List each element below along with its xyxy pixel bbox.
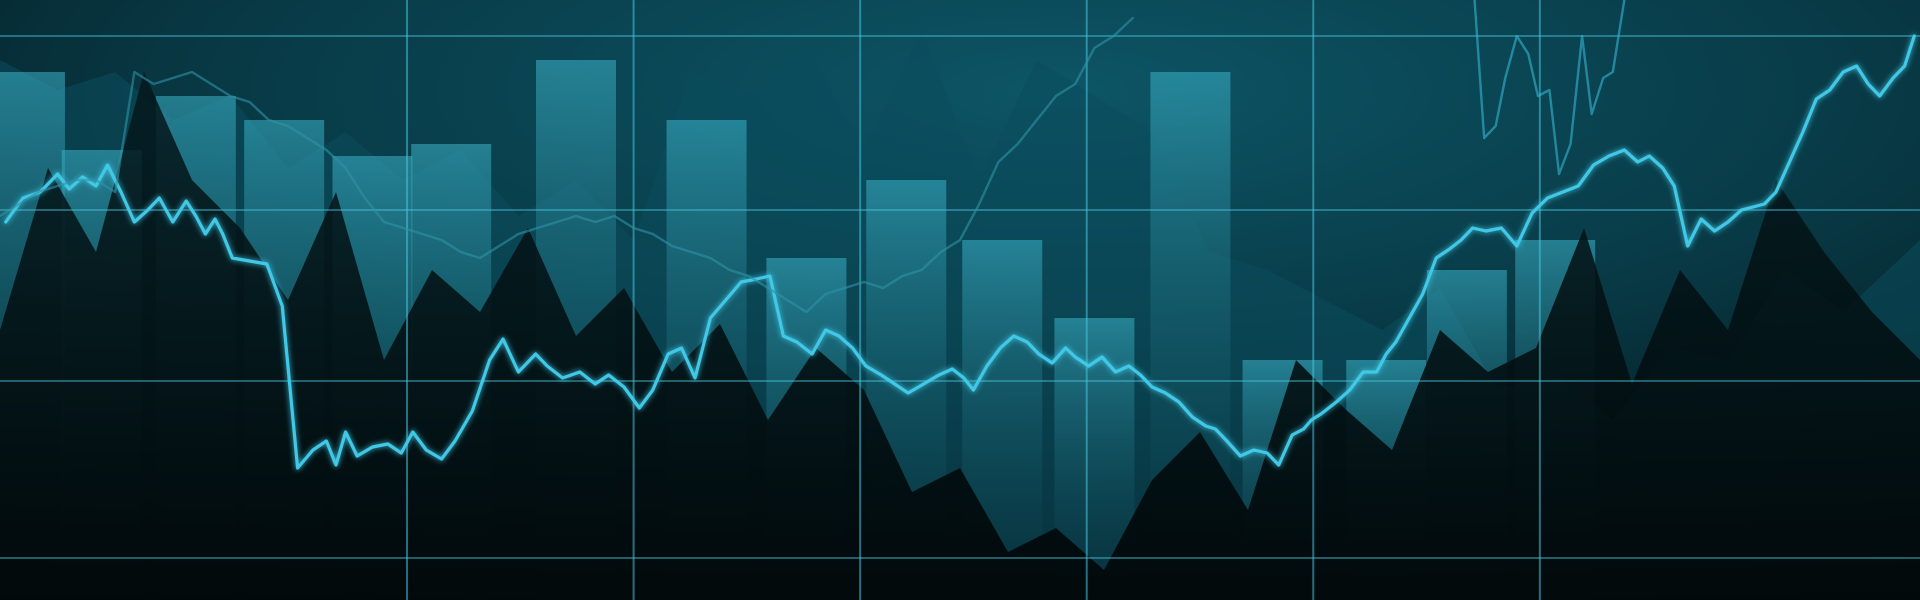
upper-right-price-line: [1473, 0, 1626, 176]
main-price-line: [4, 34, 1916, 470]
dark-foreground-area: [0, 72, 1920, 600]
secondary-price-line: [0, 16, 1134, 314]
